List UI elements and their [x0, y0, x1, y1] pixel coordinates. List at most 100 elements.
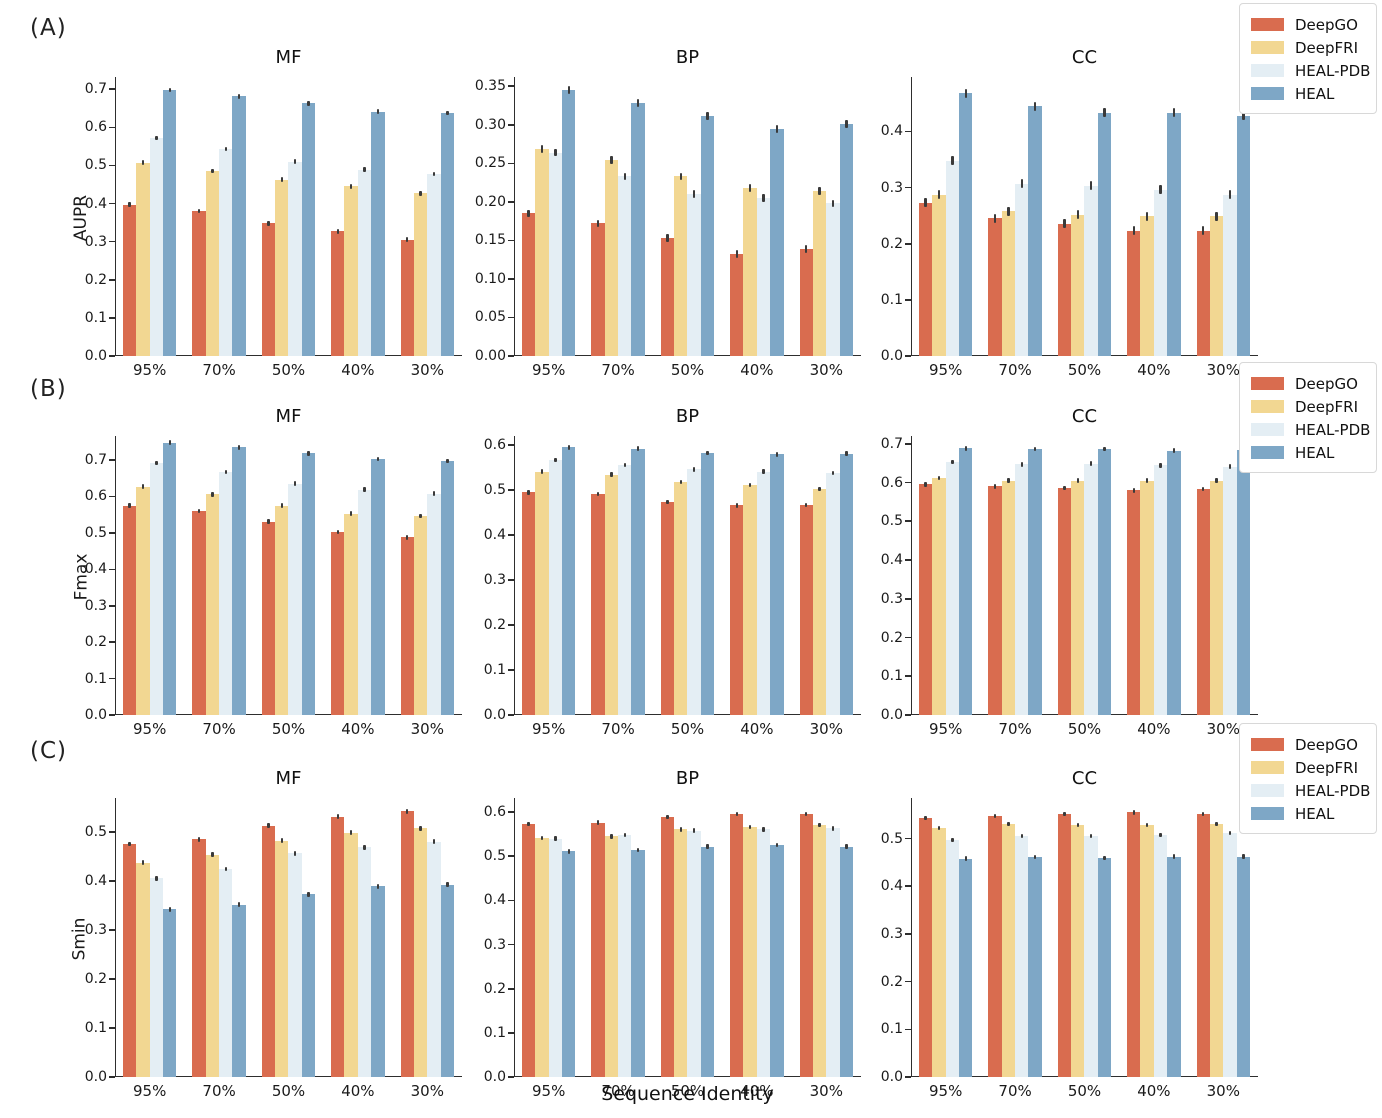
bar-heal-40%	[1167, 450, 1181, 715]
error-bar	[1172, 854, 1176, 859]
bar-deepfri-50%	[674, 176, 688, 356]
y-tick-label: 0.35	[474, 78, 506, 95]
legend-swatch-heal	[1251, 446, 1284, 459]
error-bar	[1215, 211, 1218, 221]
x-tick-label-30%: 30%	[410, 361, 444, 379]
bar-heal-70%	[1028, 448, 1042, 715]
y-tick-mark	[508, 278, 514, 280]
bar-group-70%	[988, 77, 1042, 356]
x-tick-label-70%: 70%	[601, 361, 635, 379]
bar-deepgo-50%	[261, 223, 276, 356]
bar-deepgo-70%	[591, 223, 605, 356]
error-bar	[1132, 810, 1135, 815]
legend-entry-deepfri: DeepFRI	[1251, 36, 1366, 59]
bar-heal-pdb-95%	[548, 152, 563, 356]
chart-title-mf: MF	[275, 768, 302, 789]
error-bar	[964, 856, 967, 861]
y-tick-mark	[109, 568, 115, 571]
error-bar	[349, 511, 353, 516]
bar-deepfri-40%	[1140, 825, 1154, 1077]
bar-heal-pdb-70%	[1015, 836, 1029, 1077]
error-bar	[805, 811, 808, 817]
error-bar	[1103, 446, 1106, 452]
error-bar	[141, 484, 145, 489]
bar-deepgo-95%	[521, 492, 536, 715]
bar-heal-40%	[1167, 112, 1181, 356]
y-tick-mark	[905, 837, 911, 840]
y-tick-label: 0.2	[880, 629, 903, 646]
bar-heal-pdb-30%	[427, 493, 441, 715]
error-bar	[540, 835, 544, 841]
y-tick-mark	[508, 534, 514, 536]
legend-entry-heal-pdb: HEAL-PDB	[1251, 418, 1370, 441]
error-bar	[1103, 108, 1106, 118]
bar-heal-70%	[631, 850, 645, 1077]
bar-deepfri-40%	[1140, 480, 1154, 715]
y-tick-label: 0.2	[483, 980, 506, 997]
chart-title-bp: BP	[675, 768, 700, 789]
error-bar	[775, 124, 779, 133]
bar-heal-pdb-70%	[618, 835, 632, 1077]
y-tick-mark	[508, 355, 514, 357]
bar-group-95%	[521, 798, 576, 1077]
error-bar	[1063, 811, 1066, 817]
error-bar	[141, 860, 145, 866]
bar-deepfri-50%	[674, 829, 688, 1077]
y-tick-mark	[508, 899, 514, 902]
x-tick-label-95%: 95%	[532, 1082, 566, 1100]
legend-entry-heal: HEAL	[1251, 82, 1366, 105]
y-tick-mark	[508, 201, 514, 203]
x-tick-label-95%: 95%	[929, 361, 963, 379]
error-bar	[155, 135, 158, 141]
bar-heal-pdb-70%	[618, 176, 632, 356]
bar-group-40%	[730, 77, 784, 356]
bar-heal-pdb-30%	[826, 472, 840, 715]
x-tick-label-95%: 95%	[532, 361, 566, 379]
y-tick-mark	[508, 444, 514, 446]
error-bar	[964, 446, 967, 451]
bar-group-95%	[521, 77, 576, 356]
bar-heal-pdb-50%	[687, 194, 701, 356]
y-tick-label: 0.10	[474, 270, 506, 287]
y-tick-label: 0.0	[84, 348, 107, 364]
error-bar	[845, 844, 848, 849]
y-tick-label: 0.3	[483, 936, 506, 953]
legend-label: DeepGO	[1295, 15, 1358, 34]
y-tick-label: 0.15	[474, 232, 506, 249]
bar-heal-95%	[163, 442, 177, 715]
x-tick-label-30%: 30%	[809, 720, 843, 738]
bar-group-70%	[591, 798, 645, 1077]
y-tick-mark	[508, 316, 514, 319]
error-bar	[1159, 185, 1162, 195]
bar-heal-95%	[562, 851, 576, 1077]
error-bar	[1007, 478, 1010, 483]
bar-deepgo-50%	[660, 238, 675, 356]
x-tick-label-95%: 95%	[133, 1082, 167, 1100]
bar-heal-30%	[839, 453, 854, 715]
y-tick-mark	[508, 162, 514, 165]
y-tick-label: 0.2	[84, 271, 107, 288]
y-tick-mark	[109, 278, 115, 281]
x-tick-label-30%: 30%	[809, 1082, 843, 1100]
error-bar	[775, 842, 779, 848]
error-bar	[706, 450, 709, 456]
y-tick-label: 0.4	[84, 195, 107, 212]
bar-deepgo-30%	[400, 537, 414, 715]
error-bar	[1132, 226, 1135, 236]
y-tick-label: 0.7	[880, 435, 903, 452]
legend-label: DeepGO	[1295, 374, 1358, 393]
bar-deepgo-30%	[799, 248, 813, 356]
y-tick-label: 0.4	[483, 527, 506, 543]
error-bar	[924, 815, 927, 821]
bar-deepgo-50%	[261, 521, 276, 715]
bar-heal-pdb-95%	[945, 461, 960, 715]
error-bar	[446, 458, 449, 464]
bar-group-70%	[988, 436, 1042, 715]
y-tick-label: 0.20	[474, 193, 506, 210]
y-tick-label: 0.6	[483, 804, 506, 821]
y-tick-mark	[109, 1027, 115, 1029]
error-bar	[224, 146, 227, 152]
bar-deepgo-70%	[591, 822, 605, 1077]
error-bar	[1063, 485, 1066, 491]
bar-group-30%	[1196, 77, 1251, 356]
